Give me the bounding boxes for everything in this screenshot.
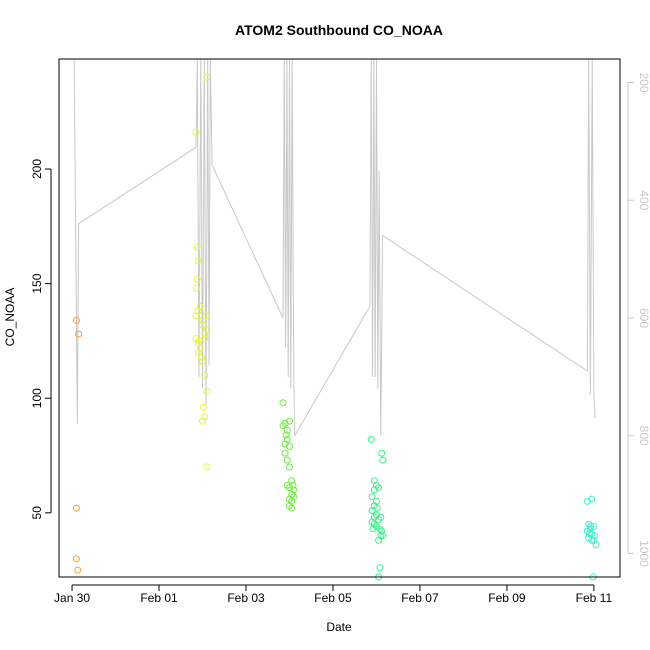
data-point-s1-26 <box>198 353 206 361</box>
x-tick-label-3: Feb 05 <box>314 591 352 605</box>
data-point-s2-3 <box>279 422 287 430</box>
data-point-s3-16 <box>370 520 378 528</box>
data-point-s1-9 <box>199 321 206 329</box>
pressure-layer <box>73 58 596 438</box>
points-layer <box>72 73 600 581</box>
data-point-s4-10 <box>588 536 596 544</box>
data-point-s0-3 <box>72 555 80 563</box>
data-point-s1-0 <box>192 128 200 136</box>
data-point-s1-27 <box>202 312 210 320</box>
data-point-s3-26 <box>373 504 381 512</box>
data-point-s2-2 <box>286 417 293 425</box>
data-point-s0-2 <box>72 504 80 512</box>
data-point-s3-1 <box>378 449 386 457</box>
y2-tick-label-4: 1000 <box>637 540 650 567</box>
data-point-s3-13 <box>375 516 383 524</box>
data-point-s2-19 <box>286 502 293 510</box>
data-point-s2-20 <box>288 504 296 512</box>
data-point-s4-14 <box>586 523 594 531</box>
data-point-s2-21 <box>282 431 290 439</box>
data-point-s1-17 <box>194 348 202 356</box>
y2-tick-label-1: 400 <box>637 190 650 210</box>
y-axis-label: CO_NOAA <box>3 288 17 347</box>
data-point-s1-15 <box>199 316 206 324</box>
data-point-s2-4 <box>283 426 291 434</box>
data-point-s1-5 <box>192 284 200 292</box>
data-point-s1-2 <box>193 243 201 251</box>
data-point-s3-24 <box>376 564 384 572</box>
data-point-s2-0 <box>279 399 287 407</box>
data-point-s3-23 <box>375 536 383 544</box>
y-tick-label-3: 200 <box>30 159 44 179</box>
data-point-s1-4 <box>193 275 201 283</box>
x-tick-label-4: Feb 07 <box>401 591 439 605</box>
data-point-s1-25 <box>195 337 203 345</box>
data-point-s3-20 <box>378 527 386 535</box>
data-point-s1-8 <box>196 303 204 310</box>
x-axis-label: Date <box>326 620 352 634</box>
x-tick-label-0: Jan 30 <box>54 591 90 605</box>
axes-layer: Jan 30 Feb 01 Feb 03 Feb 05 Feb 07 Feb 09 Feb … <box>30 58 650 605</box>
data-point-s4-12 <box>592 541 600 549</box>
data-point-s2-11 <box>288 477 296 485</box>
y2-tick-label-2: 600 <box>637 308 650 328</box>
data-point-s3-14 <box>377 513 385 521</box>
data-point-s0-0 <box>72 316 80 324</box>
data-point-s1-16 <box>201 335 209 343</box>
x-tick-label-6: Feb 11 <box>576 591 613 605</box>
data-point-s3-19 <box>376 525 384 533</box>
data-point-s1-23 <box>199 417 206 425</box>
data-point-s3-15 <box>368 518 376 526</box>
data-point-s2-10 <box>286 463 293 471</box>
data-point-s3-7 <box>368 493 376 501</box>
data-point-s4-4 <box>590 523 598 531</box>
y-tick-label-0: 50 <box>30 506 44 520</box>
y-tick-label-1: 100 <box>30 388 44 408</box>
data-point-s3-22 <box>379 532 387 540</box>
data-point-s3-0 <box>367 436 375 443</box>
data-point-s2-8 <box>281 449 289 457</box>
data-point-s0-1 <box>75 330 83 338</box>
plot-frame <box>58 58 621 578</box>
y-tick-label-2: 150 <box>30 273 44 293</box>
data-point-s1-20 <box>203 387 211 395</box>
x-tick-label-2: Feb 03 <box>227 591 265 605</box>
y2-tick-label-3: 800 <box>637 426 650 446</box>
data-point-s1-18 <box>199 358 206 365</box>
data-point-s3-2 <box>379 456 387 464</box>
data-point-s3-6 <box>370 486 378 494</box>
data-point-s1-1 <box>203 73 211 81</box>
data-point-s1-24 <box>203 463 211 471</box>
data-point-s2-7 <box>286 442 293 450</box>
data-point-s1-11 <box>203 326 211 333</box>
chart-title: ATOM2 Southbound CO_NOAA <box>235 22 443 38</box>
data-point-s4-1 <box>588 495 596 503</box>
data-point-s1-19 <box>201 371 209 379</box>
data-point-s2-22 <box>289 481 297 489</box>
data-point-s2-6 <box>283 436 291 443</box>
x-tick-label-1: Feb 01 <box>140 591 178 605</box>
x-tick-label-5: Feb 09 <box>488 591 526 605</box>
data-point-s2-9 <box>283 456 291 464</box>
data-point-s1-3 <box>194 257 202 265</box>
y2-tick-label-0: 200 <box>637 72 650 92</box>
data-point-s1-21 <box>199 403 207 411</box>
data-point-s3-18 <box>369 525 377 533</box>
data-point-s0-4 <box>74 566 82 574</box>
pressure-line <box>73 58 596 438</box>
